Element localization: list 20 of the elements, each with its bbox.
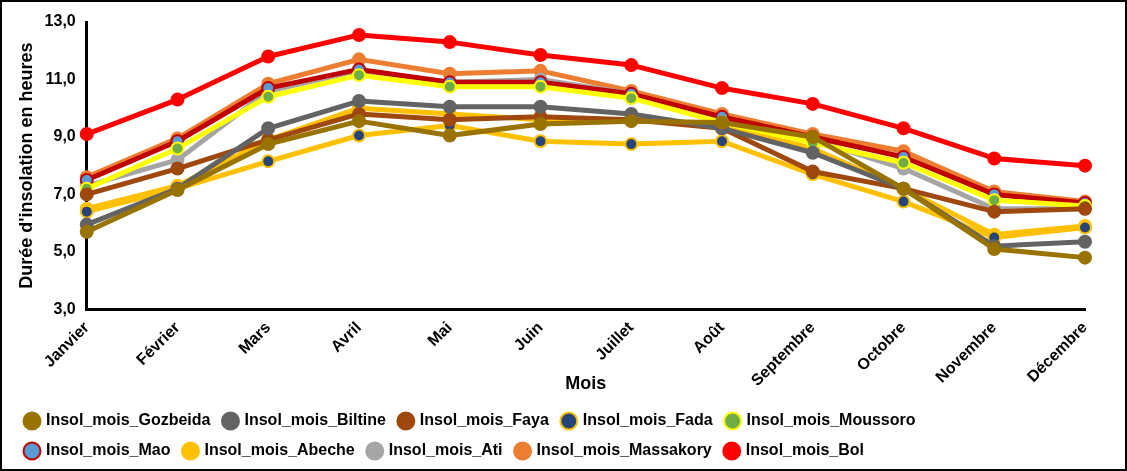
y-tick-label: 3,0: [53, 299, 76, 317]
legend-label: Insol_mois_Biltine: [244, 411, 386, 429]
y-tick-label: 9,0: [53, 127, 76, 145]
y-tick-label: 7,0: [53, 184, 76, 202]
legend-label: Insol_mois_Massakory: [536, 441, 712, 459]
legend-label: Insol_mois_Fada: [582, 411, 713, 429]
legend-label: Insol_mois_Mao: [46, 441, 171, 459]
legend-label: Insol_mois_Moussoro: [746, 411, 916, 429]
legend-label: Insol_mois_Bol: [745, 441, 864, 459]
y-axis-title: Durée d'insolation en heures: [15, 42, 36, 289]
y-tick-label: 11,0: [45, 69, 76, 87]
legend-label: Insol_mois_Ati: [388, 441, 503, 459]
x-tick-label: Juin: [510, 318, 546, 354]
x-axis-title: Mois: [565, 373, 607, 394]
legend-label: Insol_mois_Abeche: [204, 441, 355, 459]
legend-label: Insol_mois_Gozbeida: [46, 411, 211, 429]
x-tick-label: Mai: [424, 318, 455, 350]
y-tick-label: 5,0: [53, 242, 76, 260]
legend-label: Insol_mois_Faya: [419, 411, 549, 429]
y-tick-label: 13,0: [44, 12, 76, 30]
